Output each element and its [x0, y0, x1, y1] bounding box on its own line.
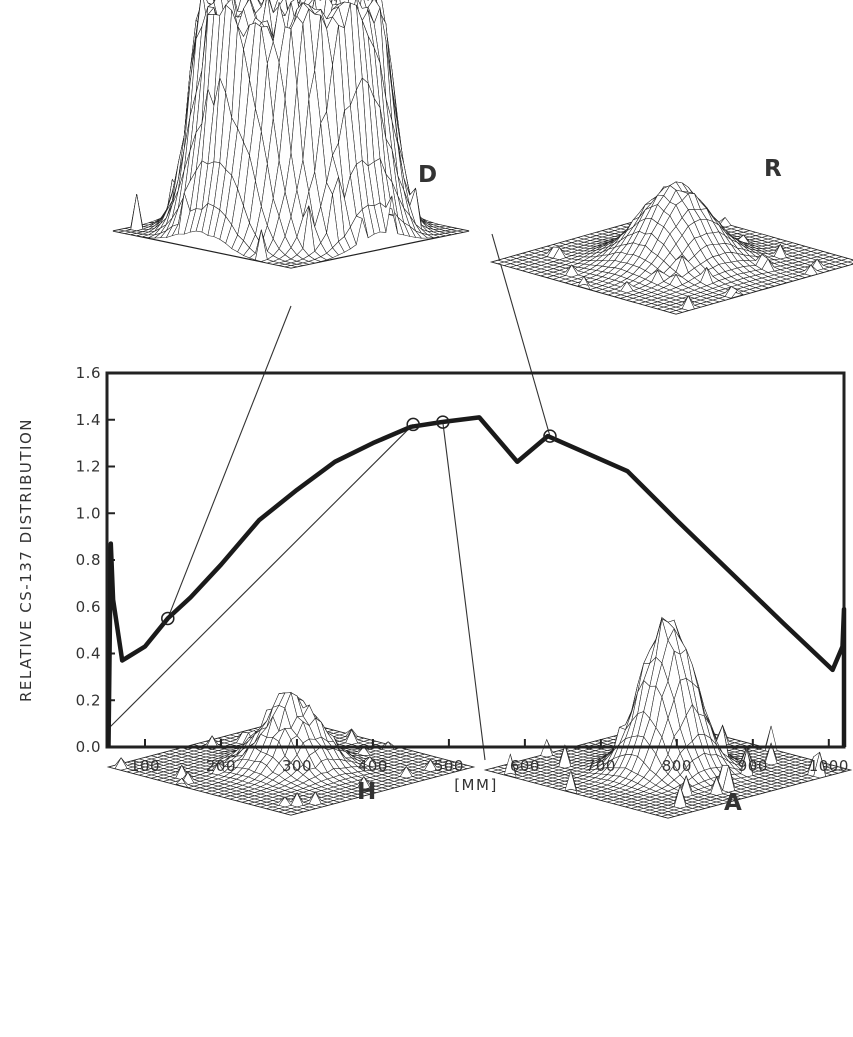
- surface-plot-h: [106, 691, 476, 816]
- x-tick-label: 200: [206, 757, 236, 775]
- connector-d: [167, 305, 292, 619]
- surface-cell: [130, 193, 144, 232]
- surface-cell: [660, 814, 676, 819]
- y-axis-title: RELATIVE CS-137 DISTRIBUTION: [17, 418, 35, 702]
- highlight-markers: [161, 415, 557, 626]
- connector-h: [107, 424, 414, 730]
- y-tick-label: 0.6: [76, 598, 101, 616]
- marker-d: [161, 611, 175, 626]
- panel-label-r: R: [764, 156, 782, 182]
- surface-cell: [285, 265, 297, 269]
- y-tick-label: 0.0: [76, 738, 101, 756]
- plot-frame: [105, 371, 846, 749]
- panel-label-d: D: [418, 162, 437, 188]
- panel-connectors: [107, 233, 551, 761]
- y-tick-label: 0.4: [76, 645, 101, 663]
- x-tick-label: 800: [662, 757, 692, 775]
- marker-h: [406, 417, 420, 432]
- y-tick-label: 1.6: [76, 364, 101, 382]
- x-tick-label: 900: [738, 757, 768, 775]
- x-axis: 100 200 300 400 500 600 700 800 900 1000: [130, 739, 849, 775]
- marker-a: [436, 415, 450, 429]
- connector-a: [442, 422, 486, 761]
- y-axis: 0.0 0.2 0.4 0.6 0.8 1.0 1.2 1.4 1.6: [76, 364, 115, 756]
- surface-cell: [283, 811, 299, 816]
- x-tick-label: 300: [282, 757, 312, 775]
- x-axis-title: [MM]: [454, 776, 498, 794]
- panel-label-a: A: [724, 790, 742, 816]
- surface-cell: [846, 260, 853, 264]
- x-tick-label: 100: [130, 757, 160, 775]
- surface-cell: [668, 310, 684, 315]
- x-tick-label: 600: [510, 757, 540, 775]
- x-tick-label: 400: [358, 757, 388, 775]
- y-tick-label: 0.8: [76, 551, 101, 569]
- y-tick-label: 1.4: [76, 411, 101, 429]
- y-tick-label: 0.2: [76, 691, 101, 709]
- y-tick-label: 1.0: [76, 504, 101, 522]
- y-tick-label: 1.2: [76, 458, 101, 476]
- marker-r: [543, 429, 557, 443]
- x-tick-label: 1000: [809, 757, 849, 775]
- surface-plot-r: [489, 181, 853, 315]
- line-chart: 0.0 0.2 0.4 0.6 0.8 1.0 1.2 1.4 1.6 100 200 300 400…: [76, 364, 849, 775]
- series-line: [106, 415, 847, 748]
- x-tick-label: 700: [586, 757, 616, 775]
- surface-plot-a: [483, 616, 853, 819]
- surface-plot-d: [112, 0, 470, 269]
- x-tick-label: 500: [434, 757, 464, 775]
- panel-label-h: H: [357, 779, 376, 805]
- connector-r: [491, 233, 551, 437]
